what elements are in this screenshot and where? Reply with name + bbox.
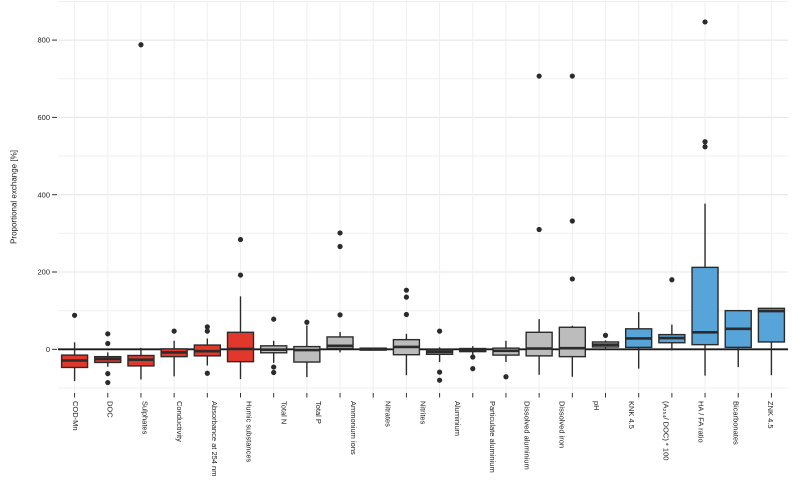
outlier-dot-sulphates — [138, 42, 144, 48]
outlier-dot-total-n — [271, 316, 277, 322]
outlier-dot-total-n — [271, 369, 277, 376]
x-label: COD-Mn — [71, 401, 80, 431]
outlier-dot-humic-substances — [237, 236, 244, 243]
outlier-dot-dissolved-iron — [569, 73, 575, 79]
box-dissolved-aluminium — [525, 331, 553, 357]
outlier-dot-absorbance-at-254-nm — [204, 328, 210, 334]
x-label: Aluminium — [453, 401, 462, 436]
x-label: HA / FA ratio — [696, 401, 705, 443]
outlier-dot-particulate-aluminium — [470, 354, 476, 360]
outlier-dot-nitrites — [403, 287, 410, 293]
x-label: Nitrates — [384, 401, 393, 427]
outlier-dot-ammonium-ions — [337, 243, 343, 250]
outlier-dot-dissolved-aluminium — [536, 73, 542, 79]
outlier-dot-cod-mn — [71, 312, 78, 318]
y-tick-label: 400 — [37, 190, 50, 199]
outlier-dot-humic-substances — [237, 272, 244, 278]
outlier-dot-conductivity — [171, 328, 177, 334]
outlier-dot-aluminium — [436, 377, 443, 383]
x-label: Dissolved aluminium — [523, 401, 532, 470]
outlier-dot-particulate-aluminium — [470, 366, 476, 372]
x-label: DOC — [106, 401, 115, 418]
box-humic-substances — [226, 331, 255, 363]
y-tick-label: 600 — [37, 113, 50, 122]
outlier-dot-ph — [602, 332, 609, 338]
x-label: Sulphates — [140, 401, 149, 435]
outlier-dot-ha-fa-ratio — [702, 139, 708, 145]
outlier-dot-doc — [105, 331, 111, 337]
outlier-dot-ammonium-ions — [337, 230, 343, 236]
x-label: Bicarbonates — [731, 401, 740, 445]
box-dissolved-iron — [558, 326, 587, 358]
x-label: KNK 4.5 — [627, 401, 636, 429]
outlier-dot-absorbance-at-254-nm — [204, 324, 210, 330]
outlier-dot-dissolved-aluminium — [536, 226, 542, 233]
outlier-dot-unlabeled — [503, 374, 509, 380]
y-axis-title: Proportional exchange [%] — [9, 150, 19, 244]
outlier-dot-aluminium — [436, 369, 443, 375]
outlier-dot-total-p — [304, 319, 310, 325]
outlier-dot--a-doc-100 — [669, 277, 675, 283]
x-label: Total P — [314, 401, 323, 424]
outlier-dot-absorbance-at-254-nm — [204, 370, 210, 376]
x-label: Total N — [279, 401, 288, 424]
x-label: pH — [592, 401, 601, 411]
x-label: Absorbance at 254 nm — [210, 401, 219, 476]
outlier-dot-aluminium — [436, 328, 443, 334]
box-ammonium-ions — [326, 336, 354, 350]
x-label: Nitrites — [418, 401, 427, 425]
x-label: Particulate aluminium — [488, 401, 497, 473]
outlier-dot-dissolved-iron — [569, 218, 575, 224]
outlier-dot-ha-fa-ratio — [702, 144, 708, 150]
outlier-dot-nitrites — [403, 311, 410, 318]
x-label: Dissolved iron — [557, 401, 566, 448]
x-label: (A₂₅₄/ DOC) * 100 — [662, 401, 671, 460]
outlier-dot-doc — [105, 340, 111, 347]
x-label: Ammonium ions — [349, 401, 358, 455]
x-label: ZNK 4.5 — [766, 401, 775, 429]
y-tick-label: 0 — [46, 345, 50, 354]
box-znk-4-5 — [757, 307, 786, 343]
x-label: Conductivity — [175, 401, 184, 442]
outlier-dot-doc — [105, 379, 111, 386]
outlier-dot-doc — [105, 371, 111, 377]
outlier-dot-dissolved-iron — [569, 276, 575, 282]
outlier-dot-ammonium-ions — [337, 312, 343, 318]
x-label: Humic substances — [245, 401, 254, 463]
y-tick-label: 200 — [37, 268, 50, 277]
outlier-dot-ha-fa-ratio — [702, 19, 708, 25]
outlier-dot-nitrites — [403, 294, 410, 300]
y-tick-label: 800 — [37, 36, 50, 45]
outlier-dot-total-n — [271, 364, 277, 370]
